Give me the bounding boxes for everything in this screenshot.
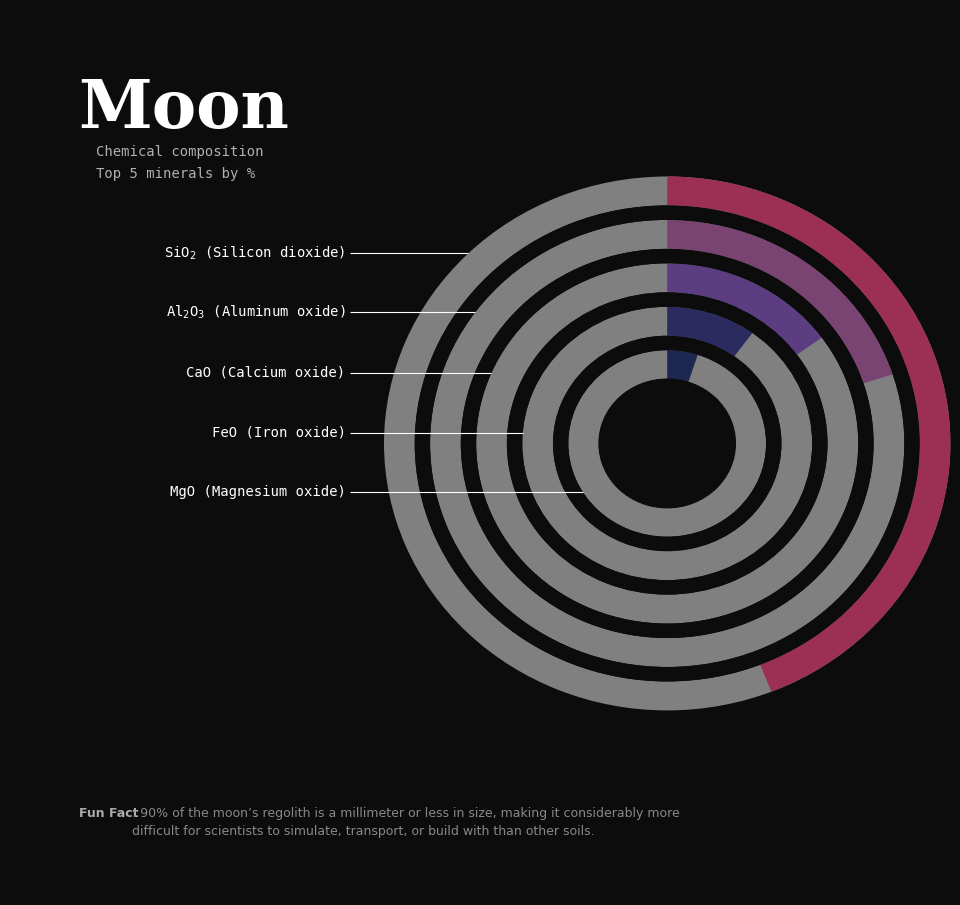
Wedge shape (476, 263, 858, 624)
Wedge shape (384, 176, 950, 710)
Wedge shape (415, 205, 920, 681)
Wedge shape (553, 336, 781, 551)
Wedge shape (667, 176, 950, 691)
Circle shape (599, 379, 735, 508)
Wedge shape (430, 220, 904, 667)
Wedge shape (507, 292, 828, 595)
Text: : 90% of the moon’s regolith is a millimeter or less in size, making it consider: : 90% of the moon’s regolith is a millim… (132, 807, 681, 838)
Text: MgO (Magnesium oxide): MgO (Magnesium oxide) (170, 485, 346, 500)
Wedge shape (568, 350, 766, 537)
Text: Fun Fact: Fun Fact (79, 807, 138, 820)
Wedge shape (667, 350, 698, 382)
Text: Al$_2$O$_3$ (Aluminum oxide): Al$_2$O$_3$ (Aluminum oxide) (166, 303, 346, 321)
Wedge shape (667, 220, 893, 384)
Text: Chemical composition
Top 5 minerals by %: Chemical composition Top 5 minerals by % (96, 145, 263, 180)
Wedge shape (667, 307, 753, 357)
Text: Moon: Moon (79, 77, 290, 142)
Wedge shape (599, 379, 735, 508)
Text: FeO (Iron oxide): FeO (Iron oxide) (211, 425, 346, 440)
Wedge shape (522, 307, 812, 580)
Text: SiO$_2$ (Silicon dioxide): SiO$_2$ (Silicon dioxide) (164, 244, 346, 262)
Wedge shape (667, 263, 822, 355)
Text: CaO (Calcium oxide): CaO (Calcium oxide) (186, 366, 346, 380)
Wedge shape (461, 249, 874, 638)
